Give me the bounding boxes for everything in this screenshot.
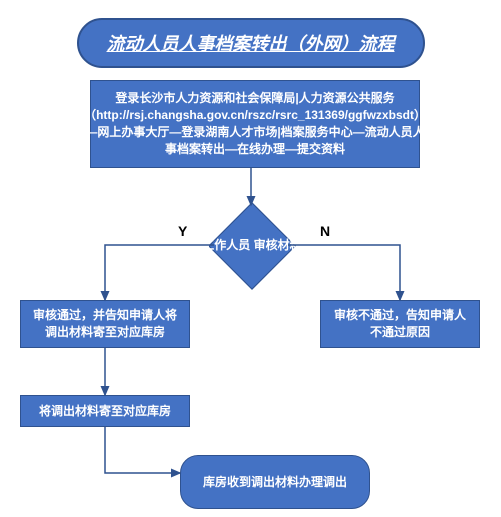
- flow-title: 流动人员人事档案转出（外网）流程: [77, 18, 425, 68]
- branch-no-label: N: [320, 223, 330, 239]
- branch-yes-label: Y: [178, 223, 187, 239]
- step-approved: 审核通过，并告知申请人将调出材料寄至对应库房: [20, 300, 190, 348]
- decision-label: 工作人员 审核材料: [202, 238, 301, 254]
- step-rejected: 审核不通过，告知申请人不通过原因: [320, 300, 480, 348]
- step-login: 登录长沙市人力资源和社会保障局|人力资源公共服务（http://rsj.chan…: [90, 80, 420, 168]
- decision-review: 工作人员 审核材料: [208, 202, 296, 290]
- terminal-process: 库房收到调出材料办理调出: [180, 455, 370, 509]
- step-mail: 将调出材料寄至对应库房: [20, 395, 190, 427]
